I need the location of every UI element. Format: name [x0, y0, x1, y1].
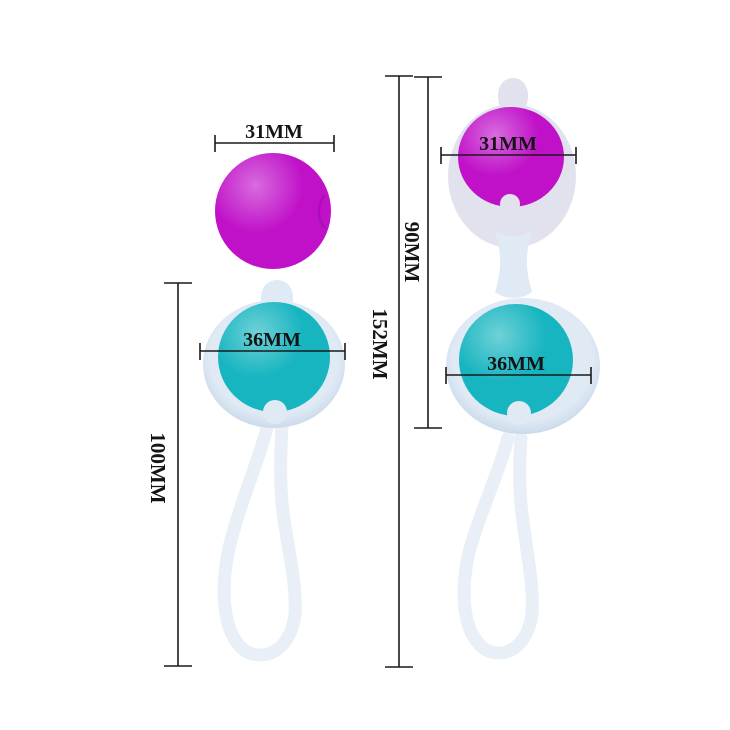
- purple-ball-highlight: [215, 153, 331, 269]
- dim-left-heart-36mm: 36MM: [199, 329, 346, 360]
- dimension-label: 31MM: [245, 121, 303, 143]
- dimension-label: 36MM: [243, 329, 301, 351]
- teal-ball-highlight: [459, 304, 573, 416]
- retrieval-loop: [217, 417, 302, 662]
- duo-ball-harness: [446, 78, 600, 660]
- holder-top-nub: [497, 78, 529, 112]
- single-ball-product: [215, 153, 331, 269]
- purple-ball-crease: [317, 194, 327, 230]
- dimension-label: 152MM: [368, 308, 392, 379]
- retrieval-loop: [457, 431, 539, 660]
- dim-left-ball-31mm: 31MM: [214, 121, 335, 152]
- dimension-label: 90MM: [400, 222, 424, 283]
- dimension-label: 36MM: [487, 353, 545, 375]
- teal-ball-highlight: [218, 302, 330, 412]
- dim-left-total-100mm: 100MM: [146, 282, 192, 667]
- dim-right-bottom-36mm: 36MM: [445, 353, 592, 384]
- between-balls-connector: [494, 230, 533, 298]
- dim-right-balls-90mm: 90MM: [400, 76, 442, 429]
- dimension-label: 100MM: [146, 432, 170, 503]
- magenta-ball-highlight: [458, 107, 564, 207]
- dim-right-total-152mm: 152MM: [368, 75, 413, 668]
- single-ball-harness: [203, 280, 345, 662]
- dim-right-top-31mm: 31MM: [440, 133, 577, 164]
- dimension-label: 31MM: [479, 133, 537, 155]
